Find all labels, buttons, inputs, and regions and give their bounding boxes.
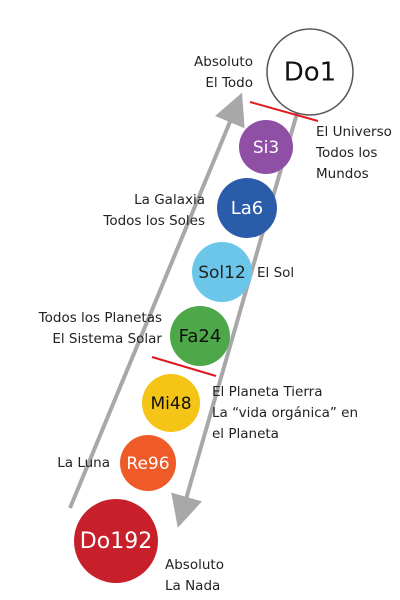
separator (249, 101, 319, 122)
node-label: Mi48 (150, 394, 191, 414)
note-circle (170, 306, 230, 366)
node-label: Re96 (126, 454, 169, 474)
annotation: La Galaxia (134, 192, 205, 208)
node-label: La6 (231, 198, 264, 219)
annotation: Todos los (315, 145, 377, 161)
annotation: La Luna (57, 455, 110, 471)
separator (151, 356, 217, 377)
note-circle (217, 178, 277, 238)
annotation: Mundos (316, 166, 369, 182)
annotation: La Nada (165, 578, 220, 594)
annotation: Absoluto (165, 557, 224, 573)
node-label: Sol12 (198, 263, 246, 283)
annotation: Todos los Planetas (38, 310, 162, 326)
ascending-arrow (68, 92, 245, 509)
descending-arrow (171, 102, 302, 528)
note-circle (120, 435, 176, 491)
note-circle (74, 499, 158, 583)
node-label: Do192 (80, 529, 152, 554)
annotation: El Planeta Tierra (212, 384, 322, 400)
nodes: Do1 Absoluto El Todo Si3 El Universo Todos lo… (38, 28, 392, 594)
node-label: Fa24 (179, 326, 222, 347)
annotation: El Universo (316, 124, 392, 140)
annotation: Absoluto (194, 54, 253, 70)
annotation: Todos los Soles (102, 213, 205, 229)
note-circle (239, 120, 293, 174)
note-circle (192, 242, 252, 302)
note-circle (266, 28, 354, 116)
annotation: La “vida orgánica” en (212, 405, 358, 421)
node-label: Do1 (284, 58, 336, 88)
annotation: El Todo (205, 75, 253, 91)
annotation: El Sistema Solar (52, 331, 162, 347)
node-label: Si3 (253, 138, 279, 158)
annotation: el Planeta (212, 426, 279, 442)
annotation: El Sol (257, 265, 294, 281)
note-circle (142, 374, 200, 432)
